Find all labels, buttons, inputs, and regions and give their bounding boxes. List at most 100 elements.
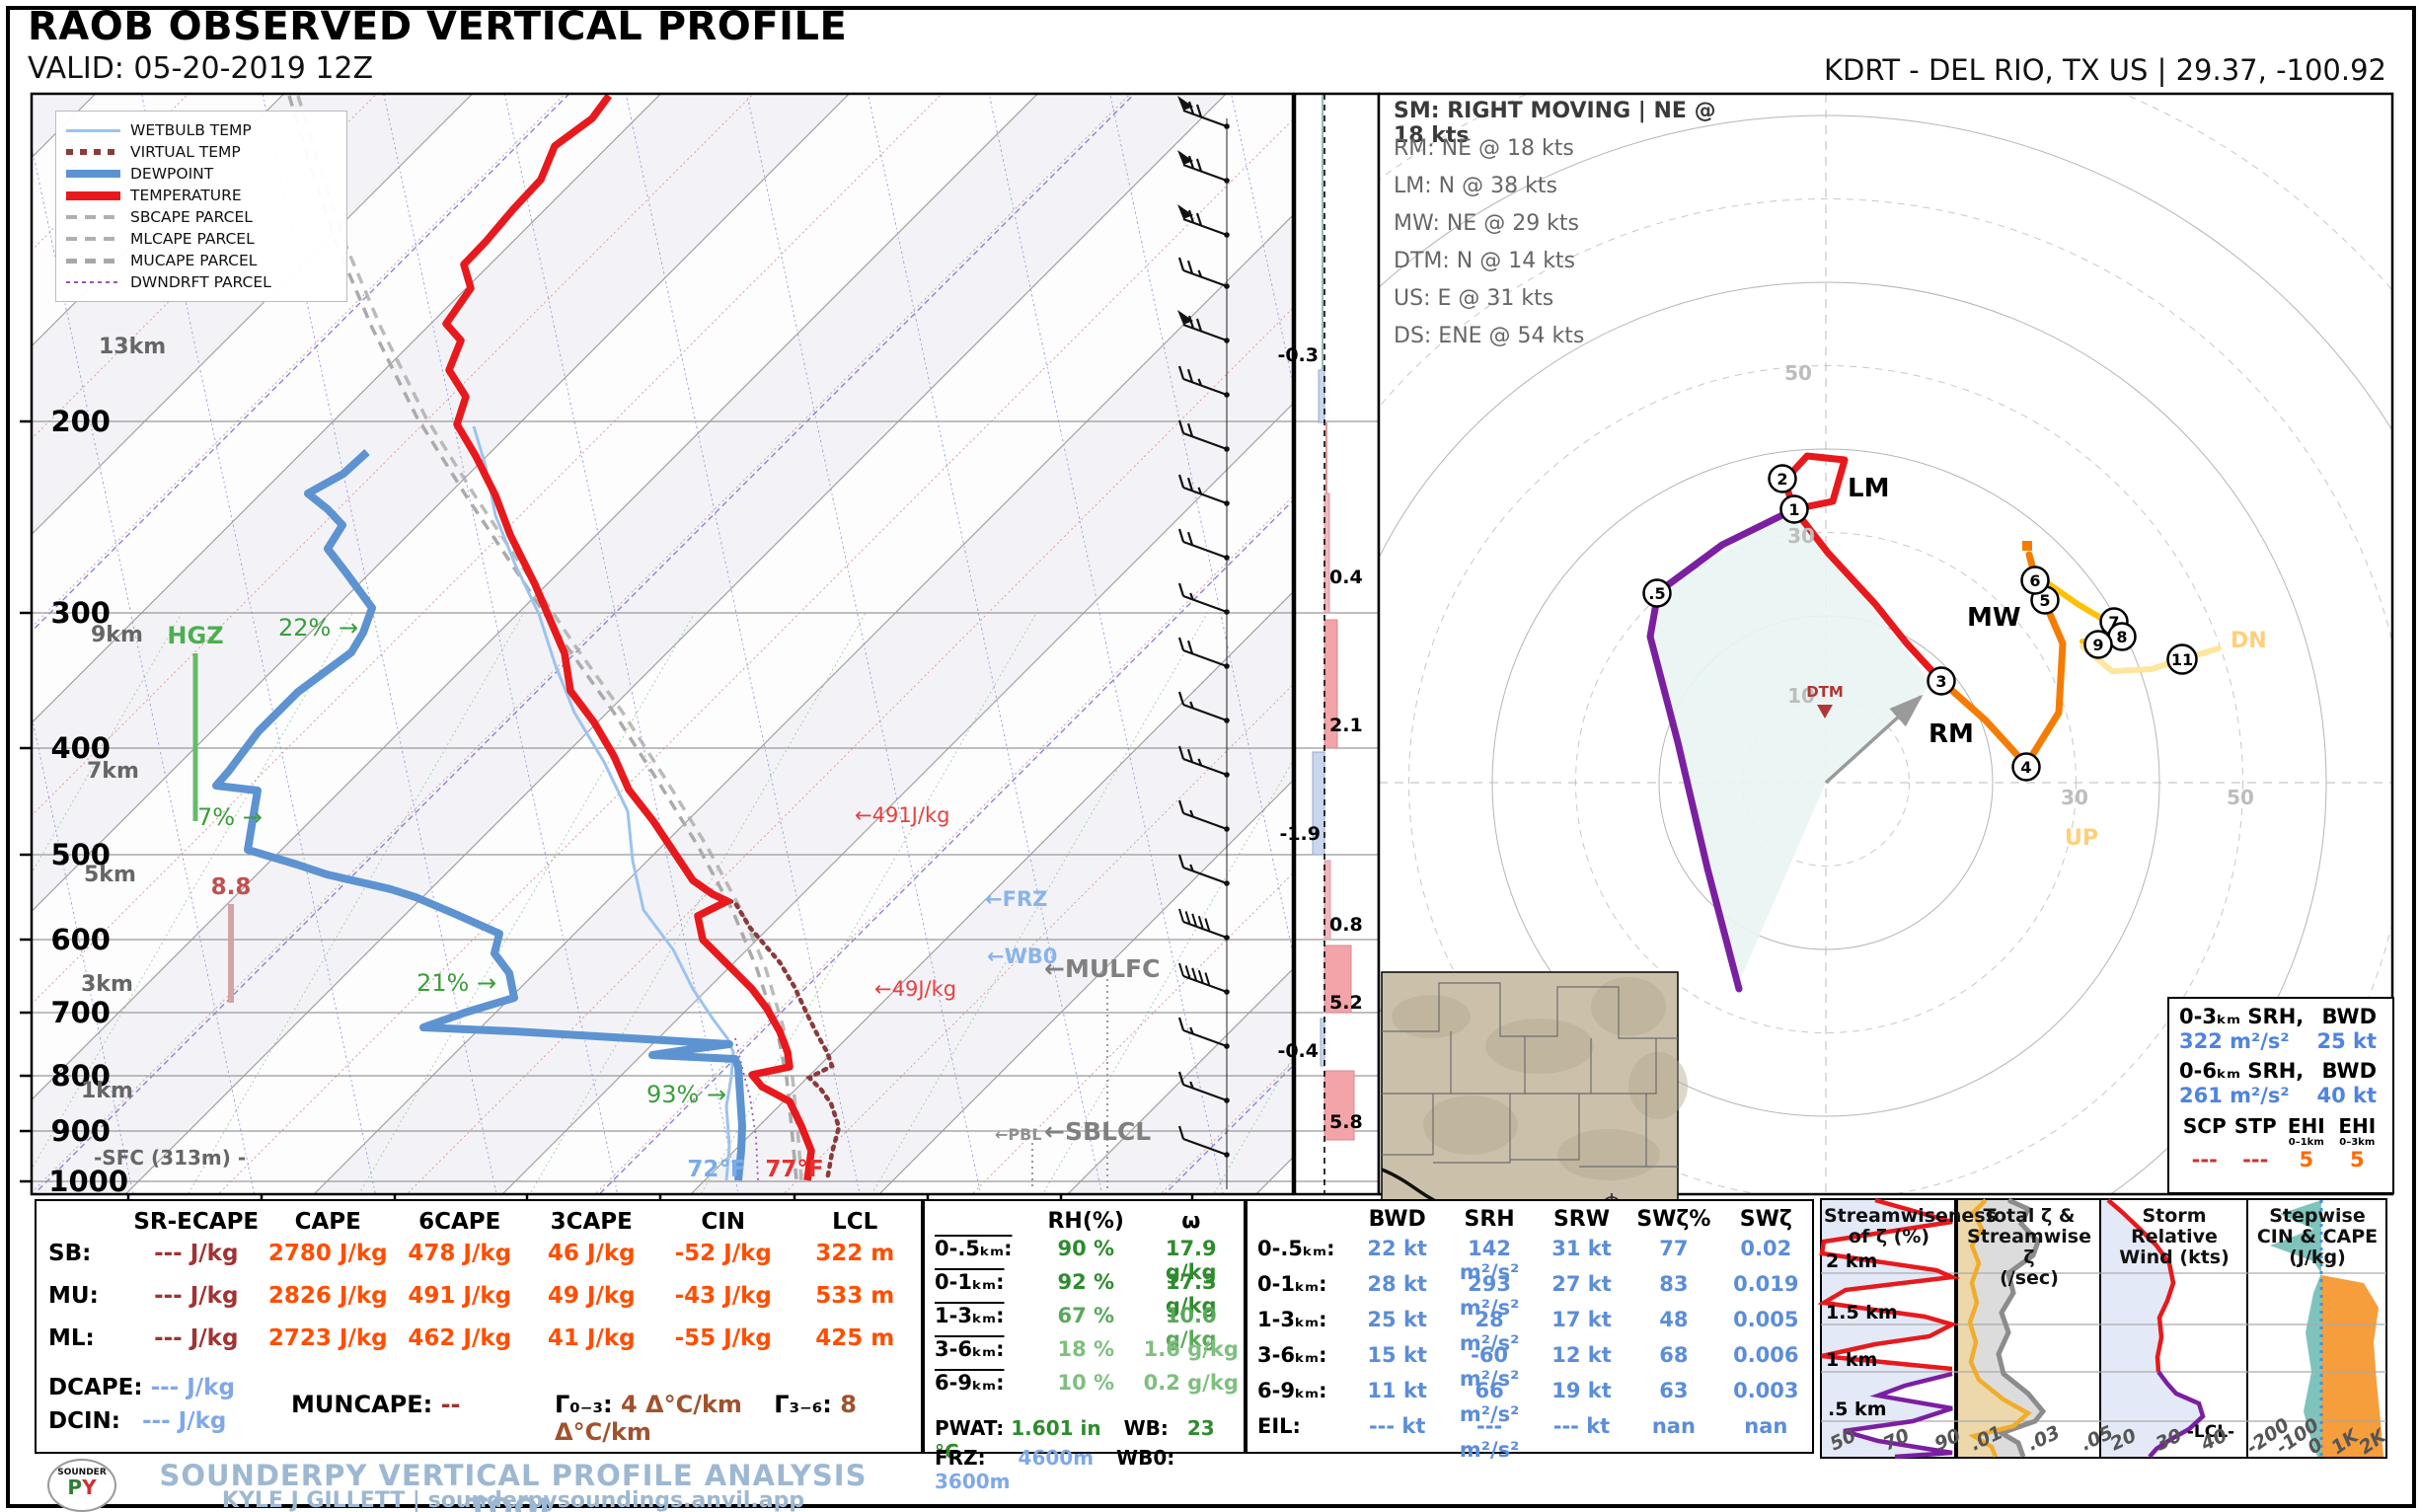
- height-label: 9km: [91, 623, 143, 647]
- cell: 83: [1659, 1272, 1689, 1296]
- cell: 425 m: [815, 1325, 895, 1351]
- sm-line: RM: NE @ 18 kts: [1394, 136, 1574, 161]
- cell: 11 kt: [1367, 1379, 1427, 1402]
- omega-bars: [1312, 369, 1355, 1141]
- pressure-label: 600: [50, 923, 111, 956]
- cell: --- m²/s²: [1459, 1414, 1520, 1462]
- height-tick: 1.5 km: [1826, 1302, 1898, 1323]
- rh-annotation-22: 22% →: [278, 614, 358, 642]
- height-label: 3km: [81, 972, 133, 997]
- cell: --- kt: [1368, 1414, 1426, 1438]
- frz-value: 4600m: [1018, 1446, 1095, 1470]
- marker-label: 3: [1935, 672, 1946, 691]
- marker-label: 11: [2171, 650, 2193, 669]
- cell: 31 kt: [1551, 1237, 1612, 1260]
- bwd-06-value: 40 kt: [2316, 1084, 2377, 1107]
- srh-03-value: 322 m²/s²: [2179, 1029, 2290, 1053]
- wb-label: WB:: [1123, 1416, 1169, 1440]
- kinematics-table: BWD SRH SRW SWζ% SWζ 0-.5ₖₘ: 22 kt 142 m…: [1246, 1199, 1814, 1462]
- cell: nan: [1651, 1414, 1696, 1438]
- legend-item: VIRTUAL TEMP: [66, 141, 337, 163]
- mlcape-line-icon: [66, 237, 120, 241]
- height-tick: 1 km: [1826, 1349, 1877, 1371]
- omega-value: 5.2: [1329, 992, 1363, 1014]
- hgz-label: HGZ: [167, 622, 223, 649]
- col-header: SR-ECAPE: [133, 1209, 260, 1235]
- cell: 19 kt: [1551, 1379, 1612, 1402]
- upshear-label: UP: [2065, 826, 2098, 851]
- marker-label: .5: [1648, 584, 1665, 603]
- wind-barb-column: [1175, 94, 1230, 1189]
- sm-line: LM: N @ 38 kts: [1394, 174, 1557, 198]
- marker-label: 2: [1777, 470, 1787, 489]
- cell: 2826 J/kg: [267, 1283, 388, 1309]
- col-header: BWD: [1368, 1207, 1426, 1232]
- muncape-row: MUNCAPE: --: [291, 1391, 461, 1418]
- lapse-rate-value: 8.8: [211, 874, 252, 900]
- streamwise-vorticity-curve: [1967, 1198, 2032, 1458]
- stepwise-cin-fill: [2270, 1200, 2321, 1457]
- ring-label: 50: [2227, 786, 2254, 809]
- sub: [2179, 1138, 2231, 1148]
- mr-value: 17.3 g/kg: [1165, 1270, 1217, 1318]
- row-label: 6-9ₖₘ:: [935, 1371, 1005, 1395]
- legend-label: DEWPOINT: [130, 165, 214, 183]
- mr-value: 10.0 g/kg: [1165, 1304, 1217, 1351]
- pressure-label: 200: [50, 405, 111, 438]
- hodograph-ring-labels: 10 30 50 30 50: [1784, 361, 2254, 809]
- wb0-annotation: ←WB0: [987, 945, 1057, 968]
- srh-06-value: 261 m²/s²: [2179, 1084, 2290, 1107]
- cell: 63: [1659, 1379, 1689, 1402]
- legend-label: MUCAPE PARCEL: [130, 252, 258, 269]
- streamwiseness-upper-curve: [1817, 1197, 1961, 1372]
- right-mover-label: RM: [1928, 719, 1974, 749]
- panel-title-vorticity: Total ζ & Streamwise ζ (/sec): [1967, 1205, 2091, 1289]
- skewt-border: [30, 92, 1295, 1196]
- omega-value: -0.3: [1277, 344, 1319, 366]
- county-boundaries: [1382, 982, 1678, 1168]
- row-label: SB:: [48, 1241, 92, 1266]
- thermodynamics-table: SR-ECAPE CAPE 6CAPE 3CAPE CIN LCL SB: --…: [35, 1199, 923, 1454]
- cell: --- J/kg: [154, 1283, 239, 1309]
- dcape-label: DCAPE:: [48, 1375, 143, 1400]
- cell: 0.005: [1733, 1308, 1799, 1331]
- downshear-label: DN: [2231, 629, 2267, 653]
- pressure-label: 1000: [48, 1165, 128, 1198]
- skewt-legend: WETBULB TEMP VIRTUAL TEMP DEWPOINT TEMPE…: [55, 111, 347, 302]
- sm-line: SM: RIGHT MOVING | NE @ 18 kts: [1394, 99, 1716, 148]
- rh-value: 90 %: [1057, 1237, 1115, 1260]
- omega-value: 0.4: [1329, 567, 1363, 588]
- dcape-row: DCAPE: --- J/kg: [48, 1375, 235, 1400]
- legend-item: SBCAPE PARCEL: [66, 206, 337, 228]
- cell: 0.02: [1740, 1237, 1792, 1260]
- logo-text-top: SOUNDER: [57, 1468, 107, 1477]
- cell: 0.003: [1733, 1379, 1799, 1402]
- cell: -60 m²/s²: [1459, 1343, 1520, 1391]
- cape-491-annotation: ←491J/kg: [855, 803, 949, 827]
- omega-value: 2.1: [1329, 715, 1363, 736]
- omega-value: 0.8: [1329, 914, 1363, 936]
- cell: 46 J/kg: [547, 1241, 636, 1266]
- pressure-label: 900: [50, 1114, 111, 1148]
- rh-annotation-21: 21% →: [416, 969, 496, 997]
- pressure-label: 800: [50, 1059, 111, 1093]
- row-label: 1-3ₖₘ:: [935, 1304, 1005, 1327]
- srh-bwd-info-box: 0-3ₖₘ SRH, BWD 322 m²/s² 25 kt 0-6ₖₘ SRH, B…: [2167, 997, 2394, 1194]
- dewpoint-line-icon: [66, 170, 120, 178]
- marker-label: 7: [2108, 613, 2119, 632]
- pressure-label: 500: [50, 838, 111, 871]
- rh-value: 67 %: [1057, 1304, 1115, 1327]
- surface-dewpoint-f: 72°F: [687, 1157, 745, 1182]
- height-label: 13km: [99, 335, 166, 359]
- streamwiseness-fill: [1822, 1200, 1952, 1457]
- ring-label: 10: [1787, 684, 1815, 708]
- srh-03-label: 0-3ₖₘ SRH,: [2179, 1005, 2305, 1028]
- pwat-label: PWAT:: [935, 1416, 1005, 1440]
- dwndrft-line-icon: [66, 281, 120, 283]
- legend-item: TEMPERATURE: [66, 185, 337, 206]
- mucape-line-icon: [66, 258, 120, 264]
- row-label: 0-.5ₖₘ:: [935, 1237, 1013, 1260]
- scp-header: SCP: [2182, 1114, 2227, 1138]
- cell: 27 kt: [1551, 1272, 1612, 1296]
- page-title: RAOB OBSERVED VERTICAL PROFILE: [28, 4, 848, 49]
